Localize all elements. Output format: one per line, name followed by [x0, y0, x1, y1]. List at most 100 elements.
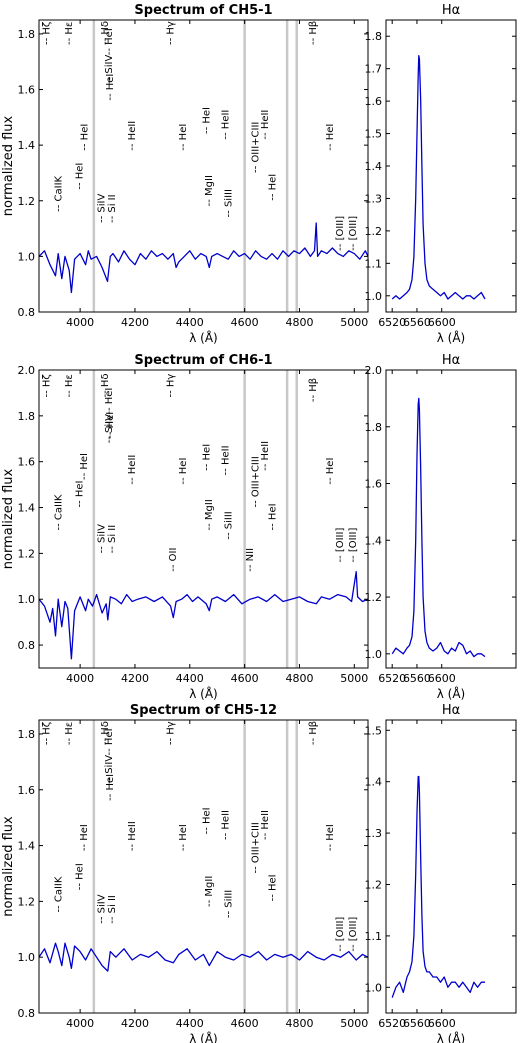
line-label: -- Si II — [107, 525, 118, 554]
panel-title: Spectrum of CH5-12 — [130, 703, 277, 718]
x-tick-label: 6600 — [428, 672, 456, 685]
y-tick-label: 1.0 — [18, 951, 36, 964]
y-tick-label: 1.0 — [365, 290, 383, 303]
x-tick-label: 4400 — [176, 1017, 204, 1030]
plot-frame — [38, 19, 369, 313]
y-tick-label: 1.3 — [365, 827, 383, 840]
y-tick-label: 1.3 — [365, 192, 383, 205]
line-label: -- HeI — [75, 481, 86, 508]
y-tick-label: 1.5 — [365, 128, 383, 141]
x-tick-label: 4800 — [285, 1017, 313, 1030]
x-tick-label: 6560 — [403, 1017, 431, 1030]
y-tick-label: 1.4 — [365, 534, 383, 547]
line-label: -- CaIIK — [54, 175, 65, 211]
line-label: -- HeI — [178, 824, 189, 851]
line-label: -- SiIII — [224, 189, 235, 217]
y-tick-label: 1.0 — [365, 981, 383, 994]
y-tick-label: 1.5 — [365, 724, 383, 737]
line-label: -- NII — [245, 548, 256, 572]
line-label: -- Hε — [64, 722, 75, 745]
y-tick-label: 1.6 — [18, 456, 36, 469]
x-tick-label: 4200 — [121, 316, 149, 329]
line-label: -- SiIV — [97, 194, 108, 223]
spectrum-line — [39, 571, 368, 660]
x-tick-label: 4200 — [121, 1017, 149, 1030]
y-tick-label: 1.2 — [365, 878, 383, 891]
y-axis-label: normalized flux — [1, 468, 16, 569]
line-label: -- HeI — [105, 774, 116, 801]
y-tick-label: 0.8 — [18, 1007, 36, 1020]
line-label: -- HeI — [201, 107, 212, 134]
spectrum-line — [391, 775, 485, 998]
line-label: -- Hβ — [308, 378, 319, 402]
x-axis-label: λ (Å) — [189, 330, 218, 345]
line-label: -- OIII+CIII — [250, 456, 261, 507]
x-tick-label: 6600 — [428, 316, 456, 329]
line-label: -- SiIV — [97, 894, 108, 923]
plot-frame — [385, 369, 517, 669]
y-tick-label: 1.0 — [18, 250, 36, 263]
line-label: -- MgII — [204, 876, 215, 907]
x-tick-label: 6600 — [428, 1017, 456, 1030]
line-label: -- HeI — [268, 874, 279, 901]
line-label: -- HeI — [178, 458, 189, 485]
y-tick-label: 0.8 — [18, 306, 36, 319]
line-label: -- MgII — [204, 499, 215, 530]
x-tick-label: 4600 — [231, 1017, 259, 1030]
spectrum-line — [391, 55, 486, 300]
plot-frame — [38, 719, 369, 1014]
line-label: -- OIII+CIII — [250, 122, 261, 173]
line-label: -- Hζ — [42, 22, 53, 45]
x-tick-label: 6560 — [403, 316, 431, 329]
line-label: -- Hγ — [165, 21, 176, 45]
panel-title: Hα — [442, 3, 460, 18]
x-tick-label: 5000 — [340, 1017, 368, 1030]
x-tick-label: 6520 — [378, 316, 406, 329]
line-label: -- HeI — [105, 74, 116, 101]
line-label: -- Hδ — [100, 721, 111, 745]
spectrum-line — [391, 397, 486, 658]
y-tick-label: 1.6 — [365, 95, 383, 108]
line-label: -- HeI — [201, 807, 212, 834]
y-tick-label: 1.2 — [18, 895, 36, 908]
line-label: -- [OIII] — [335, 216, 346, 251]
x-tick-label: 4000 — [66, 316, 94, 329]
line-label: -- SiIV-- HeI — [104, 728, 115, 784]
x-tick-label: 5000 — [340, 316, 368, 329]
line-label: -- HeI — [79, 453, 90, 480]
line-label: -- OII — [168, 548, 179, 572]
x-axis-label: λ (Å) — [437, 686, 466, 701]
panel-title: Spectrum of CH6-1 — [134, 353, 272, 368]
line-label: -- HeII — [127, 121, 138, 151]
x-tick-label: 6520 — [378, 1017, 406, 1030]
line-label: -- [OIII] — [335, 528, 346, 563]
line-label: -- SiIII — [224, 511, 235, 539]
line-label: -- Hβ — [308, 721, 319, 745]
y-tick-label: 0.8 — [18, 639, 36, 652]
y-tick-label: 1.6 — [365, 478, 383, 491]
line-label: -- Hγ — [165, 721, 176, 745]
x-tick-label: 4200 — [121, 672, 149, 685]
plot-frame — [385, 719, 517, 1014]
y-tick-label: 1.2 — [365, 225, 383, 238]
x-axis-label: λ (Å) — [437, 1031, 466, 1043]
spectrum-line — [39, 222, 368, 294]
y-tick-label: 1.4 — [365, 160, 383, 173]
line-label: -- OIII+CIII — [250, 822, 261, 873]
line-label: -- HeII — [221, 810, 232, 840]
panel-title: Hα — [442, 703, 460, 718]
x-axis-label: λ (Å) — [437, 330, 466, 345]
line-label: -- HeI — [178, 124, 189, 151]
line-label: -- HeII — [260, 110, 271, 140]
x-tick-label: 6520 — [378, 672, 406, 685]
x-tick-label: 4400 — [176, 672, 204, 685]
y-tick-label: 1.1 — [365, 930, 383, 943]
x-tick-label: 5000 — [340, 672, 368, 685]
y-tick-label: 2.0 — [18, 364, 36, 377]
line-label: -- [OIII] — [348, 216, 359, 251]
y-tick-label: 1.4 — [365, 776, 383, 789]
y-tick-label: 1.2 — [365, 591, 383, 604]
y-tick-label: 1.8 — [18, 28, 36, 41]
